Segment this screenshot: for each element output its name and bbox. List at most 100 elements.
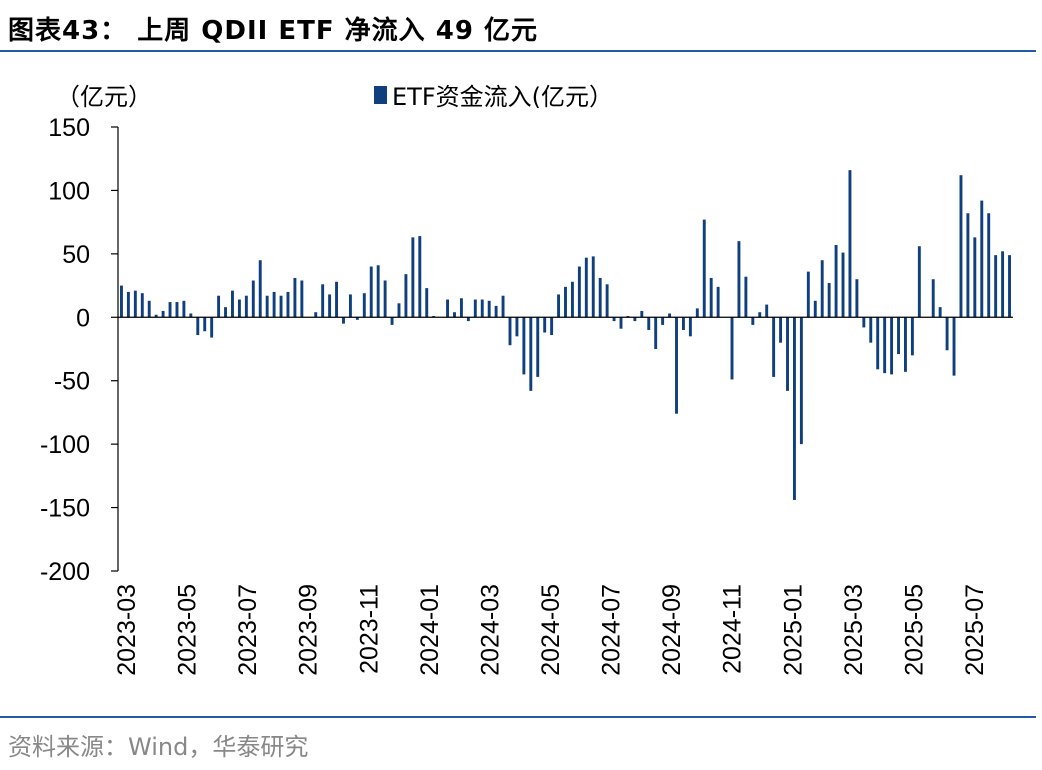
y-tick-label: -50 xyxy=(54,368,90,396)
bar xyxy=(855,279,859,318)
y-tick-label: -100 xyxy=(40,431,90,459)
bar xyxy=(952,317,956,376)
bar xyxy=(335,281,338,318)
bar xyxy=(355,317,359,320)
x-tick-label: 2024-09 xyxy=(658,584,686,676)
bar xyxy=(647,317,651,330)
bar xyxy=(501,295,505,318)
bar xyxy=(328,294,332,318)
y-tick-label: 0 xyxy=(76,304,90,332)
bar xyxy=(133,290,137,318)
bar xyxy=(633,317,637,322)
x-tick-label: 2024-07 xyxy=(598,584,626,676)
bar xyxy=(453,312,456,318)
bar xyxy=(654,317,658,349)
bar xyxy=(987,213,991,318)
bar xyxy=(591,256,595,318)
bar xyxy=(279,295,283,318)
bar xyxy=(459,298,463,318)
x-tick-label: 2023-07 xyxy=(234,584,262,676)
bar xyxy=(584,257,588,318)
bar xyxy=(272,291,276,318)
bar xyxy=(189,313,193,318)
bar xyxy=(383,280,387,318)
bar xyxy=(258,260,262,318)
bar xyxy=(827,283,831,318)
y-tick-label: 100 xyxy=(48,177,90,205)
bar xyxy=(120,285,123,318)
bar xyxy=(432,316,436,318)
x-axis: 2023-03 2023-05 2023-07 2023-09 2023-11 2024-… xyxy=(113,584,989,676)
bar xyxy=(494,305,498,318)
bar xyxy=(418,236,422,318)
bar xyxy=(668,313,672,318)
bar xyxy=(508,317,512,346)
bar xyxy=(543,317,547,333)
bar xyxy=(841,252,845,318)
y-axis: 150 100 50 0 -50 -100 -150 -200 xyxy=(40,114,118,586)
y-unit-label: （亿元） xyxy=(56,83,152,111)
bar xyxy=(910,317,914,356)
bar xyxy=(938,307,942,318)
bar xyxy=(140,293,144,318)
bar xyxy=(869,317,873,343)
bar xyxy=(397,303,401,318)
bar xyxy=(376,265,380,318)
bar xyxy=(231,290,234,318)
source-note: 资料来源：Wind，华泰研究 xyxy=(8,733,309,761)
bar xyxy=(848,170,852,318)
bar xyxy=(834,244,838,318)
bar xyxy=(751,317,755,325)
bar xyxy=(897,317,900,355)
bar xyxy=(217,295,221,318)
bar xyxy=(799,317,803,445)
x-tick-label: 2024-03 xyxy=(476,584,504,676)
bar xyxy=(154,314,158,318)
bar xyxy=(425,288,429,318)
bar xyxy=(466,317,470,322)
bar xyxy=(917,246,921,318)
bar xyxy=(772,317,776,377)
bar xyxy=(557,294,561,318)
bar xyxy=(702,219,706,318)
y-tick-label: 150 xyxy=(48,114,90,142)
bar xyxy=(640,310,644,318)
bar xyxy=(688,317,692,337)
bar xyxy=(237,299,241,318)
bar xyxy=(314,312,318,318)
x-tick-label: 2023-05 xyxy=(174,584,202,676)
bar xyxy=(487,300,491,318)
bar xyxy=(348,294,352,318)
bar xyxy=(959,175,963,318)
bar xyxy=(765,304,769,318)
bar xyxy=(994,255,998,318)
bar xyxy=(147,300,151,318)
bar xyxy=(369,266,373,318)
bar xyxy=(293,277,297,318)
bar xyxy=(515,317,519,337)
bar xyxy=(695,308,699,318)
title-divider xyxy=(0,50,1036,52)
bar xyxy=(931,279,935,318)
bar xyxy=(675,317,678,414)
bar xyxy=(224,307,227,318)
legend-swatch xyxy=(374,86,387,104)
y-tick-label: 50 xyxy=(62,241,90,269)
bar xyxy=(182,300,186,318)
bar xyxy=(251,280,255,318)
bar xyxy=(196,317,200,336)
bar xyxy=(480,299,484,318)
bar xyxy=(744,276,748,318)
bar xyxy=(362,293,366,318)
x-tick-label: 2024-11 xyxy=(719,584,747,674)
bar xyxy=(730,317,734,380)
bar xyxy=(598,277,602,318)
bar xyxy=(300,280,304,318)
x-tick-label: 2025-07 xyxy=(961,584,989,676)
bar xyxy=(876,317,880,370)
bar xyxy=(321,284,325,318)
x-tick-label: 2023-11 xyxy=(355,584,383,674)
bar xyxy=(758,312,762,318)
chart-title: 图表43： 上周 QDII ETF 净流入 49 亿元 xyxy=(8,16,538,46)
